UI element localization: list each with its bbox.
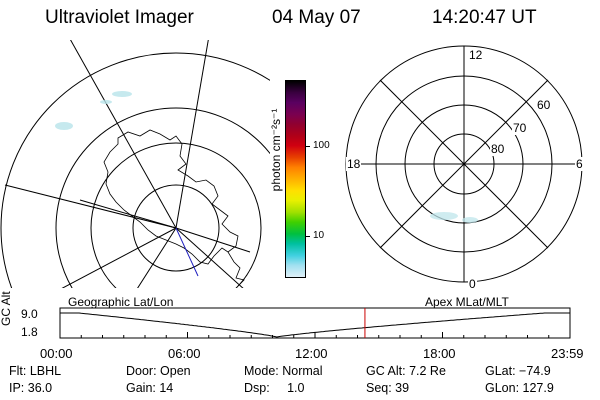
colorbar	[285, 80, 306, 278]
coastline-detail	[227, 251, 245, 287]
gain-info: Gain: 14	[126, 381, 174, 395]
lat-circle-mid	[55, 107, 270, 288]
satellite-track	[175, 227, 199, 277]
coastline	[103, 129, 239, 265]
polar-plot	[345, 45, 583, 283]
lat-circle-inner-1	[90, 142, 262, 288]
mode-info: Mode: Normal	[244, 364, 323, 378]
meridian	[4, 184, 177, 229]
filter-info: Flt: LBHL	[9, 364, 62, 378]
auroral-emission	[55, 91, 132, 130]
altitude-curve	[60, 312, 570, 338]
timeline-ymin: 1.8	[21, 325, 38, 339]
xtick-label-2359: 23:59	[551, 346, 584, 361]
glat-info: GLat: −74.9	[485, 364, 551, 378]
time-label: 14:20:47 UT	[432, 7, 537, 28]
mlt-label-12: 12	[468, 48, 484, 62]
polar-emission	[430, 212, 478, 223]
dsp-info: Dsp: 1.0	[244, 381, 305, 395]
colorbar-label: photon cm⁻²s⁻¹	[269, 108, 283, 192]
mlt-label-0: 0	[468, 277, 477, 291]
colorbar-gradient	[286, 81, 305, 277]
mlt-label-18: 18	[346, 157, 362, 171]
gc-alt-info: GC Alt: 7.2 Re	[366, 364, 446, 378]
polar-diagonal	[379, 79, 549, 249]
lat-circle-outer	[0, 52, 270, 288]
xtick-label-0000: 00:00	[40, 346, 73, 361]
geographic-map	[0, 40, 270, 288]
meridian	[175, 227, 251, 253]
xtick-label-1800: 18:00	[423, 346, 456, 361]
glon-info: GLon: 127.9	[485, 381, 554, 395]
timeline-right-title: Apex MLat/MLT	[425, 295, 509, 309]
meridian	[175, 40, 209, 229]
instrument-title: Ultraviolet Imager	[45, 7, 194, 28]
lat-label-60: 60	[536, 98, 552, 112]
timeline-ylabel: GC Alt	[0, 291, 13, 326]
door-info: Door: Open	[126, 364, 191, 378]
colorbar-tick-100	[306, 146, 310, 147]
ip-info: IP: 36.0	[9, 381, 53, 395]
lat-label-80: 80	[490, 142, 506, 156]
lat-label-70: 70	[512, 121, 528, 135]
timeline-left-title: Geographic Lat/Lon	[68, 295, 174, 309]
meridian	[175, 227, 244, 288]
seq-info: Seq: 39	[366, 381, 410, 395]
timeline-ymax: 9.0	[21, 307, 38, 321]
meridian	[61, 227, 177, 288]
meridian	[137, 227, 177, 288]
lat-circle-inner-2	[132, 184, 220, 272]
xtick-label-1200: 12:00	[295, 346, 328, 361]
mlt-label-6: 6	[575, 157, 584, 171]
date-label: 04 May 07	[272, 7, 361, 28]
meridian	[79, 199, 177, 229]
colorbar-tick-label-100: 100	[313, 140, 330, 151]
colorbar-tick-label-10: 10	[313, 230, 325, 241]
altitude-timeline	[59, 307, 571, 339]
meridian	[70, 40, 177, 229]
xtick-label-0600: 06:00	[168, 346, 201, 361]
colorbar-tick-10	[306, 236, 310, 237]
